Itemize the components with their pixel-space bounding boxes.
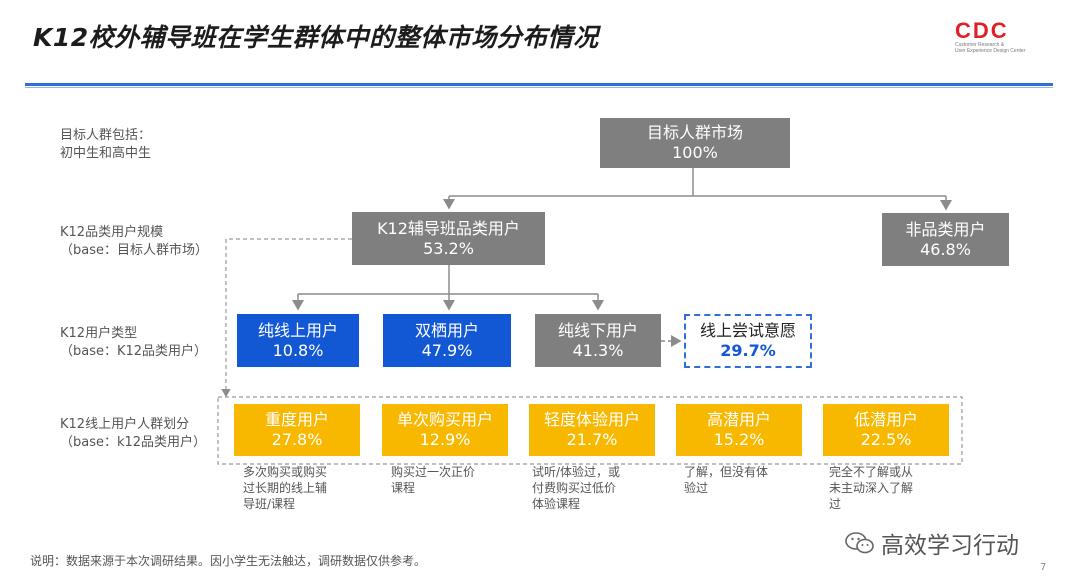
description-line: 试听/体验过，或 xyxy=(532,465,621,479)
description-line: 未主动深入了解 xyxy=(829,481,914,495)
node-value: 10.8% xyxy=(272,340,324,360)
node-label: 目标人群市场 xyxy=(646,123,743,142)
page-title: K12校外辅导班在学生群体中的整体市场分布情况 xyxy=(33,23,599,52)
segment-label: 单次购买用户 xyxy=(396,410,493,429)
footnote: 说明：数据来源于本次调研结果。因小学生无法触达，调研数据仅供参考。 xyxy=(30,554,427,568)
header-divider-thin xyxy=(25,87,1053,88)
node-value: 53.2% xyxy=(423,238,474,258)
segment-value: 21.7% xyxy=(566,430,618,449)
page-number: 7 xyxy=(1040,562,1047,573)
row-label-scale-line2: （base：目标人群市场） xyxy=(60,243,208,258)
segment-high-potential-users: 高潜用户 15.2% xyxy=(676,404,802,456)
segment-label: 高潜用户 xyxy=(706,410,771,429)
segment-value: 12.9% xyxy=(419,430,471,449)
node-value: 29.7% xyxy=(720,341,776,360)
node-non-category-users: 非品类用户 46.8% xyxy=(882,213,1009,266)
row-label-scale: K12品类用户规模 （base：目标人群市场） xyxy=(60,224,208,260)
row-label-segment-line2: （base：k12品类用户） xyxy=(60,435,207,450)
segment-description-high: 了解，但没有体 验过 xyxy=(684,464,768,496)
description-line: 过长期的线上辅 xyxy=(243,481,328,495)
logo-subtitle-2: User Experience Design Center xyxy=(955,48,1026,54)
segment-low-potential-users: 低潜用户 22.5% xyxy=(823,404,949,456)
segment-description-low: 完全不了解或从 未主动深入了解 过 xyxy=(829,464,913,512)
description-line: 购买过一次正价 xyxy=(391,465,476,479)
segment-group-frame xyxy=(217,396,963,465)
node-label: K12辅导班品类用户 xyxy=(377,218,520,238)
segment-value: 15.2% xyxy=(713,430,765,449)
node-value: 47.9% xyxy=(421,340,473,360)
row-label-type: K12用户类型 （base：K12品类用户） xyxy=(60,325,207,361)
node-value: 41.3% xyxy=(572,340,624,360)
description-line: 了解，但没有体 xyxy=(684,465,769,479)
segment-description-single: 购买过一次正价 课程 xyxy=(391,464,475,496)
segment-description-heavy: 多次购买或购买 过长期的线上辅 导班/课程 xyxy=(243,464,327,512)
row-label-type-line2: （base：K12品类用户） xyxy=(60,344,208,359)
row-label-scale-line1: K12品类用户规模 xyxy=(60,225,164,240)
segment-heavy-users: 重度用户 27.8% xyxy=(234,404,360,456)
description-line: 多次购买或购买 xyxy=(243,465,328,479)
node-label: 非品类用户 xyxy=(905,219,986,239)
watermark-text: 高效学习行动 xyxy=(881,533,1019,559)
description-line: 过 xyxy=(829,497,842,511)
node-k12-category-users: K12辅导班品类用户 53.2% xyxy=(352,212,545,265)
wechat-icon xyxy=(845,532,874,554)
node-online-only-users: 纯线上用户 10.8% xyxy=(237,314,359,367)
row-label-segment-line1: K12线上用户人群划分 xyxy=(60,417,190,432)
segment-description-light: 试听/体验过，或 付费购买过低价 体验课程 xyxy=(532,464,620,512)
segment-single-purchase-users: 单次购买用户 12.9% xyxy=(382,404,508,456)
node-online-trial-intent: 线上尝试意愿 29.7% xyxy=(684,314,812,368)
node-label: 纯线上用户 xyxy=(257,320,338,340)
description-line: 付费购买过低价 xyxy=(532,481,617,495)
row-label-segment: K12线上用户人群划分 （base：k12品类用户） xyxy=(60,416,206,452)
description-line: 完全不了解或从 xyxy=(829,465,914,479)
node-label: 线上尝试意愿 xyxy=(699,321,796,340)
segment-label: 重度用户 xyxy=(264,410,329,429)
node-label: 纯线下用户 xyxy=(557,320,638,340)
node-dual-users: 双栖用户 47.9% xyxy=(383,314,511,367)
segment-label: 轻度体验用户 xyxy=(543,410,640,429)
segment-label: 低潜用户 xyxy=(853,410,918,429)
logo-subtitle-1: Customer Research & xyxy=(955,42,1005,48)
description-line: 课程 xyxy=(391,481,416,495)
watermark: 高效学习行动 xyxy=(845,526,1019,560)
row-label-target-line2: 初中生和高中生 xyxy=(60,146,152,161)
segment-value: 22.5% xyxy=(860,430,912,449)
segment-light-trial-users: 轻度体验用户 21.7% xyxy=(529,404,655,456)
node-value: 46.8% xyxy=(920,239,971,259)
description-line: 体验课程 xyxy=(532,497,581,511)
node-label: 双栖用户 xyxy=(414,320,479,340)
row-label-target: 目标人群包括： 初中生和高中生 xyxy=(60,127,151,163)
description-line: 导班/课程 xyxy=(243,497,296,511)
node-value: 100% xyxy=(672,143,718,162)
description-line: 验过 xyxy=(684,481,709,495)
segment-value: 27.8% xyxy=(271,430,323,449)
row-label-type-line1: K12用户类型 xyxy=(60,326,138,341)
header-divider xyxy=(25,83,1053,86)
row-label-target-line1: 目标人群包括： xyxy=(60,128,152,143)
node-target-market: 目标人群市场 100% xyxy=(600,118,790,168)
connector-k12-to-segments xyxy=(221,238,352,398)
cdc-logo: CDC Customer Research & User Experience … xyxy=(955,20,1040,56)
logo-text: CDC xyxy=(955,18,1009,43)
node-offline-only-users: 纯线下用户 41.3% xyxy=(535,314,661,367)
